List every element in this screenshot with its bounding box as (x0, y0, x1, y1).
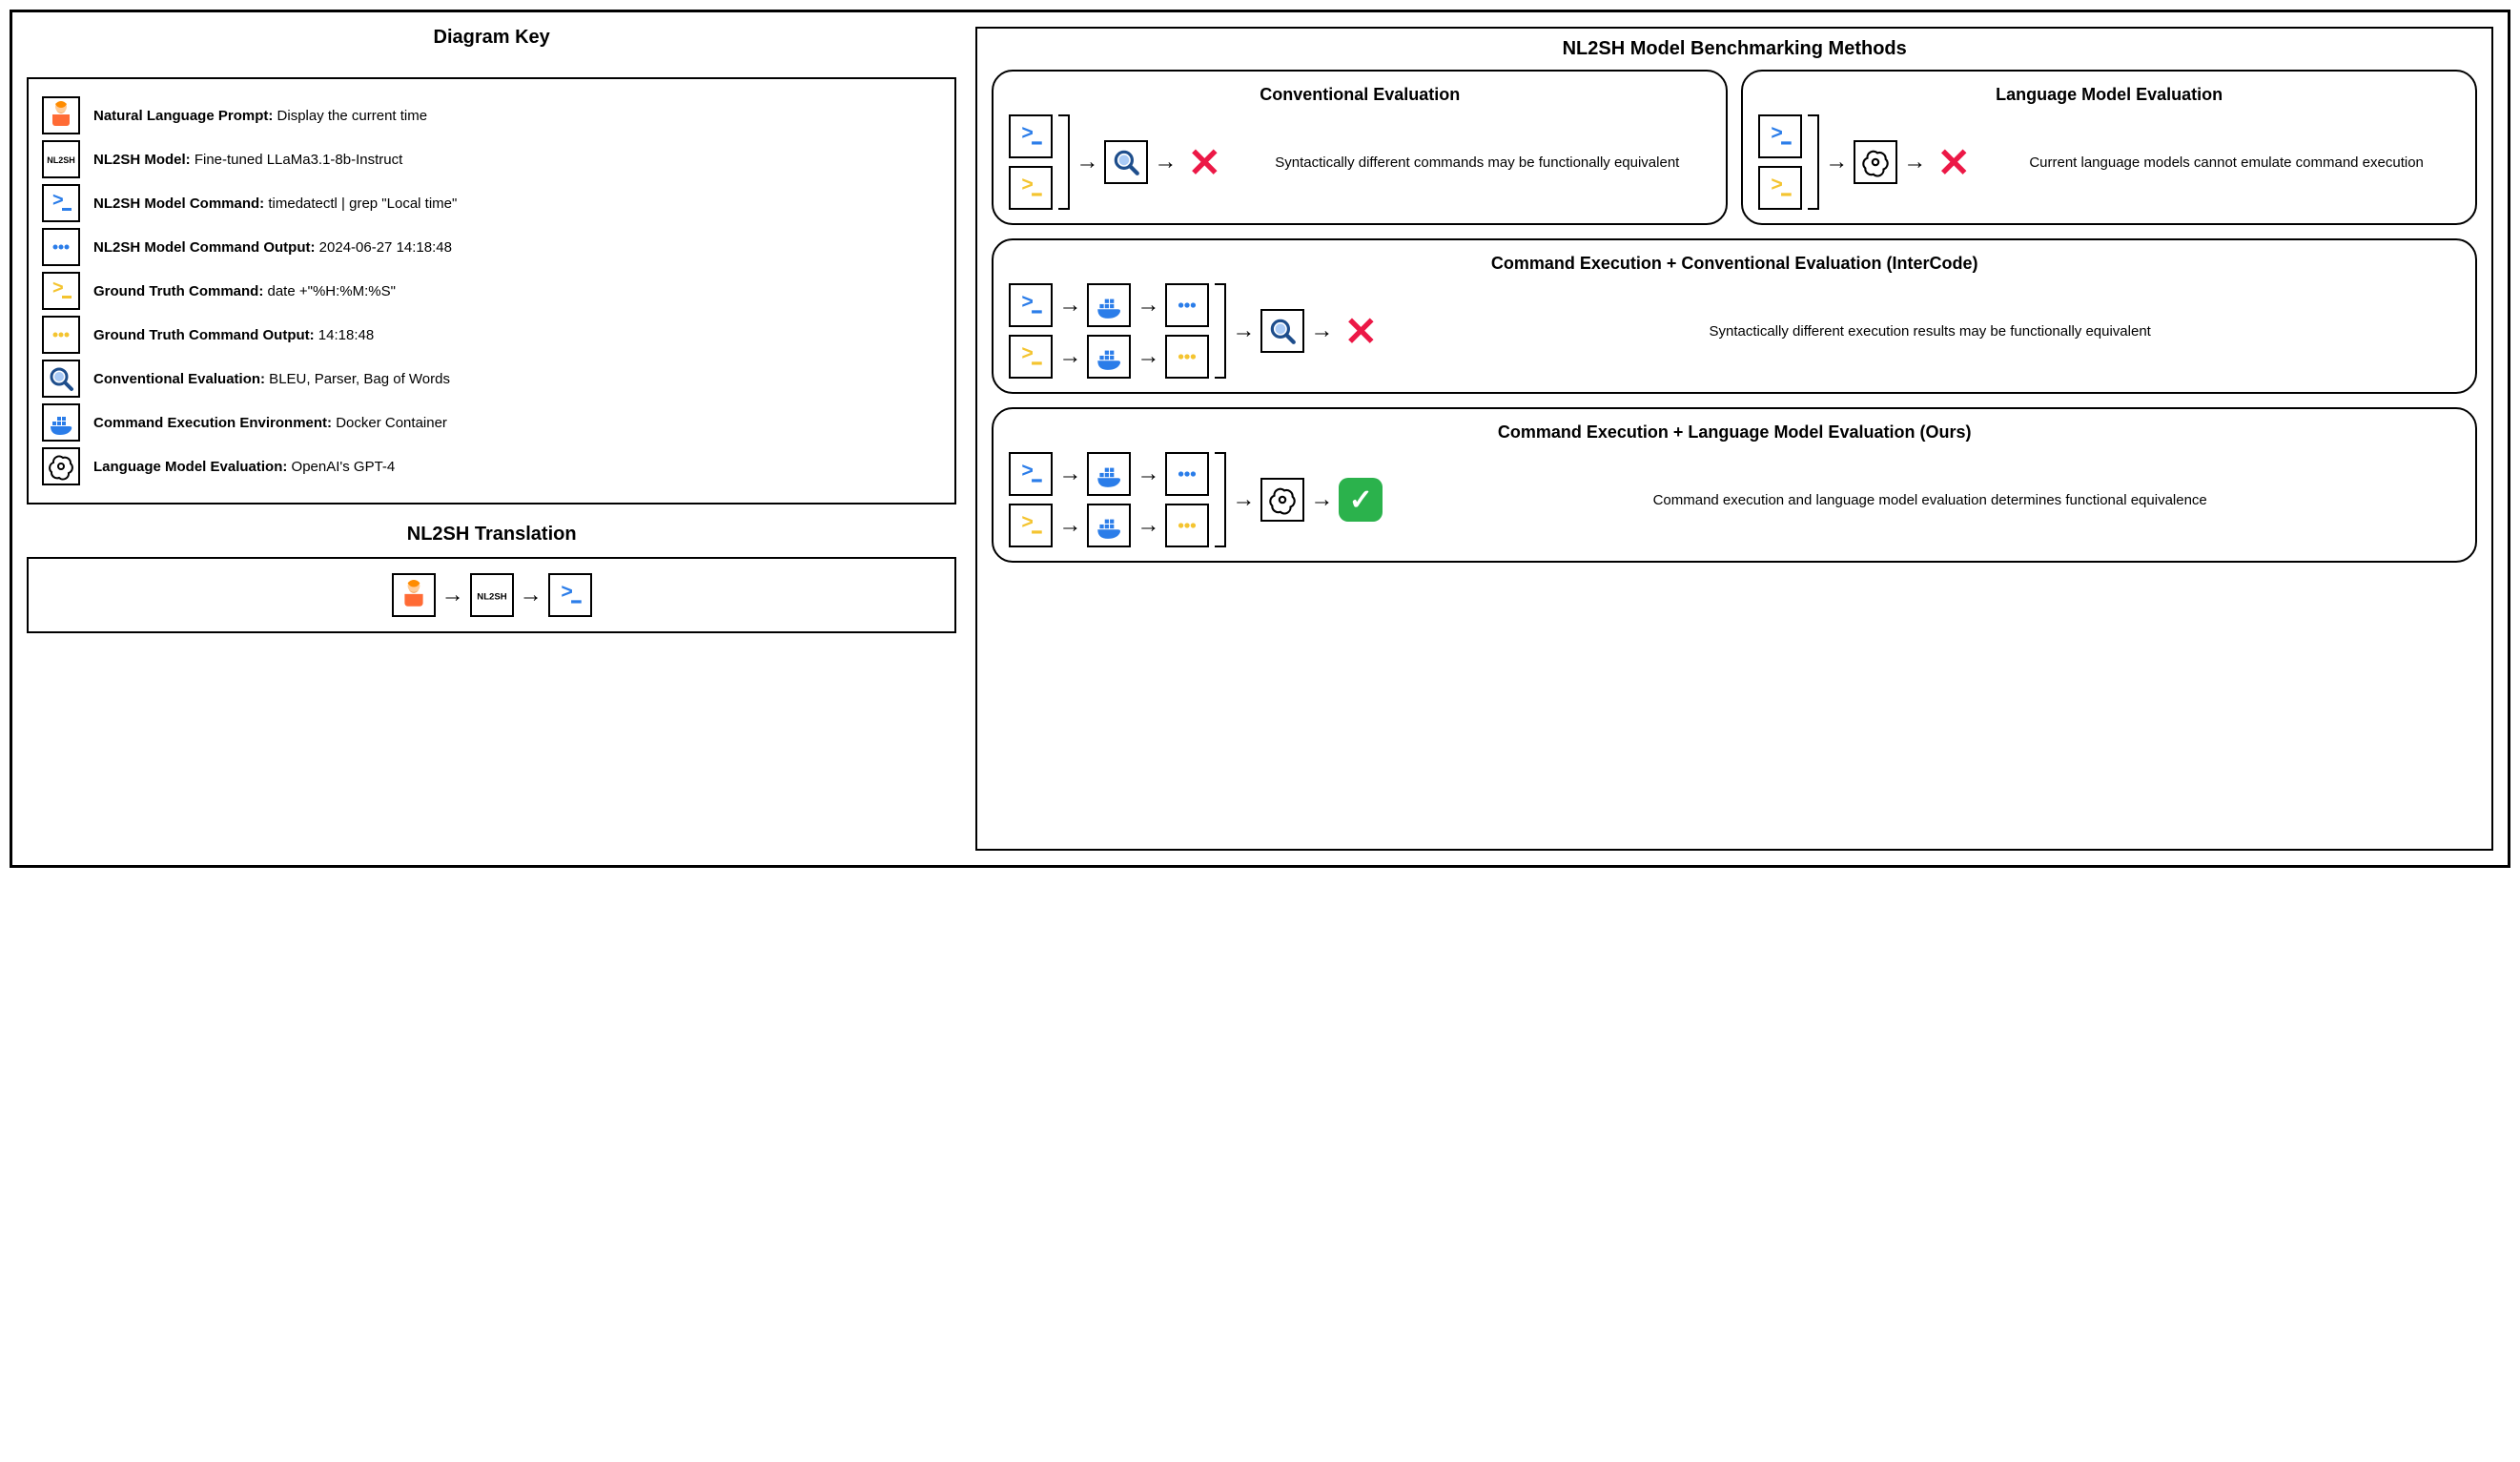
key-text: Ground Truth Command: date +"%H:%M:%S" (93, 283, 396, 299)
translation-panel: → → (27, 557, 956, 633)
key-row: NL2SH Model: Fine-tuned LLaMa3.1-8b-Inst… (42, 140, 941, 178)
conventional-desc: Syntactically different commands may be … (1243, 154, 1711, 171)
docker-icon (1087, 504, 1131, 547)
key-row: NL2SH Model Command Output: 2024-06-27 1… (42, 228, 941, 266)
magnifier-icon (1260, 309, 1304, 353)
arrow-icon: → (1232, 318, 1255, 344)
prompt-yellow-icon (1758, 166, 1802, 210)
arrow-icon: → (1058, 461, 1081, 487)
conventional-title: Conventional Evaluation (1009, 85, 1711, 105)
prompt-yellow-icon (1009, 335, 1053, 379)
magnifier-icon (1104, 140, 1148, 184)
benchmarking-title: NL2SH Model Benchmarking Methods (992, 38, 2477, 60)
diagram-root: Diagram Key Natural Language Prompt: Dis… (10, 10, 2510, 868)
openai-icon (1854, 140, 1897, 184)
key-text: Natural Language Prompt: Display the cur… (93, 108, 427, 124)
conventional-flow: → → ✕ Syntactically different commands m… (1009, 114, 1711, 210)
openai-icon (42, 447, 80, 485)
prompt-blue-icon (1009, 452, 1053, 496)
openai-icon (1260, 478, 1304, 522)
intercode-panel: Command Execution + Conventional Evaluat… (992, 238, 2477, 394)
prompt-yellow-icon (42, 272, 80, 310)
arrow-icon: → (1903, 149, 1926, 175)
nl2sh-icon (42, 140, 80, 178)
key-text: Command Execution Environment: Docker Co… (93, 415, 447, 431)
prompt-blue-icon (1009, 114, 1053, 158)
translation-section: NL2SH Translation → → (27, 524, 956, 633)
top-methods-row: Conventional Evaluation → → ✕ Syntactica… (992, 70, 2477, 238)
prompt-yellow-icon (1009, 504, 1053, 547)
docker-icon (1087, 452, 1131, 496)
arrow-icon: → (1137, 292, 1159, 319)
translation-title: NL2SH Translation (27, 524, 956, 546)
ours-title: Command Execution + Language Model Evalu… (1009, 422, 2460, 443)
arrow-icon: → (1310, 486, 1333, 513)
x-mark-icon: ✕ (1182, 140, 1226, 184)
lm-desc: Current language models cannot emulate c… (1993, 154, 2460, 171)
arrow-icon: → (1137, 343, 1159, 370)
key-row: NL2SH Model Command: timedatectl | grep … (42, 184, 941, 222)
docker-icon (1087, 335, 1131, 379)
check-icon: ✓ (1339, 478, 1383, 522)
key-panel: Natural Language Prompt: Display the cur… (27, 77, 956, 504)
docker-icon (1087, 283, 1131, 327)
prompt-blue-icon (548, 573, 592, 617)
dots-blue-icon (1165, 452, 1209, 496)
arrow-icon: → (1154, 149, 1177, 175)
key-row: Conventional Evaluation: BLEU, Parser, B… (42, 360, 941, 398)
key-title: Diagram Key (27, 27, 956, 49)
arrow-icon: → (1825, 149, 1848, 175)
arrow-icon: → (441, 582, 464, 608)
arrow-icon: → (1076, 149, 1098, 175)
person-icon (42, 96, 80, 134)
lm-title: Language Model Evaluation (1758, 85, 2460, 105)
person-icon (392, 573, 436, 617)
key-text: Conventional Evaluation: BLEU, Parser, B… (93, 371, 450, 387)
translation-flow: → → (48, 573, 935, 617)
dots-yellow-icon (1165, 504, 1209, 547)
intercode-flow: → → → → → → ✕ Syntactically different ex… (1009, 283, 2460, 379)
x-mark-icon: ✕ (1339, 309, 1383, 353)
key-row: Ground Truth Command Output: 14:18:48 (42, 316, 941, 354)
intercode-desc: Syntactically different execution result… (1400, 323, 2460, 340)
dots-yellow-icon (1165, 335, 1209, 379)
key-row: Ground Truth Command: date +"%H:%M:%S" (42, 272, 941, 310)
intercode-title: Command Execution + Conventional Evaluat… (1009, 254, 2460, 274)
left-column: Diagram Key Natural Language Prompt: Dis… (27, 27, 956, 851)
dots-yellow-icon (42, 316, 80, 354)
arrow-icon: → (1137, 461, 1159, 487)
docker-icon (42, 403, 80, 442)
dots-blue-icon (42, 228, 80, 266)
lm-panel: Language Model Evaluation → → ✕ Current … (1741, 70, 2477, 225)
prompt-blue-icon (1758, 114, 1802, 158)
arrow-icon: → (1310, 318, 1333, 344)
arrow-icon: → (1137, 512, 1159, 539)
key-text: NL2SH Model Command: timedatectl | grep … (93, 196, 457, 212)
prompt-yellow-icon (1009, 166, 1053, 210)
ours-flow: → → → → → → ✓ Command execution and lang… (1009, 452, 2460, 547)
ours-desc: Command execution and language model eva… (1400, 492, 2460, 508)
key-row: Language Model Evaluation: OpenAI's GPT-… (42, 447, 941, 485)
magnifier-icon (42, 360, 80, 398)
key-row: Command Execution Environment: Docker Co… (42, 403, 941, 442)
key-text: NL2SH Model: Fine-tuned LLaMa3.1-8b-Inst… (93, 152, 402, 168)
x-mark-icon: ✕ (1932, 140, 1976, 184)
arrow-icon: → (520, 582, 543, 608)
nl2sh-icon (470, 573, 514, 617)
key-text: Ground Truth Command Output: 14:18:48 (93, 327, 374, 343)
arrow-icon: → (1058, 292, 1081, 319)
arrow-icon: → (1058, 512, 1081, 539)
lm-flow: → → ✕ Current language models cannot emu… (1758, 114, 2460, 210)
prompt-blue-icon (1009, 283, 1053, 327)
key-row: Natural Language Prompt: Display the cur… (42, 96, 941, 134)
benchmarking-panel: NL2SH Model Benchmarking Methods Convent… (975, 27, 2493, 851)
prompt-blue-icon (42, 184, 80, 222)
arrow-icon: → (1232, 486, 1255, 513)
arrow-icon: → (1058, 343, 1081, 370)
key-text: NL2SH Model Command Output: 2024-06-27 1… (93, 239, 452, 256)
dots-blue-icon (1165, 283, 1209, 327)
key-text: Language Model Evaluation: OpenAI's GPT-… (93, 459, 395, 475)
ours-panel: Command Execution + Language Model Evalu… (992, 407, 2477, 563)
conventional-panel: Conventional Evaluation → → ✕ Syntactica… (992, 70, 1728, 225)
